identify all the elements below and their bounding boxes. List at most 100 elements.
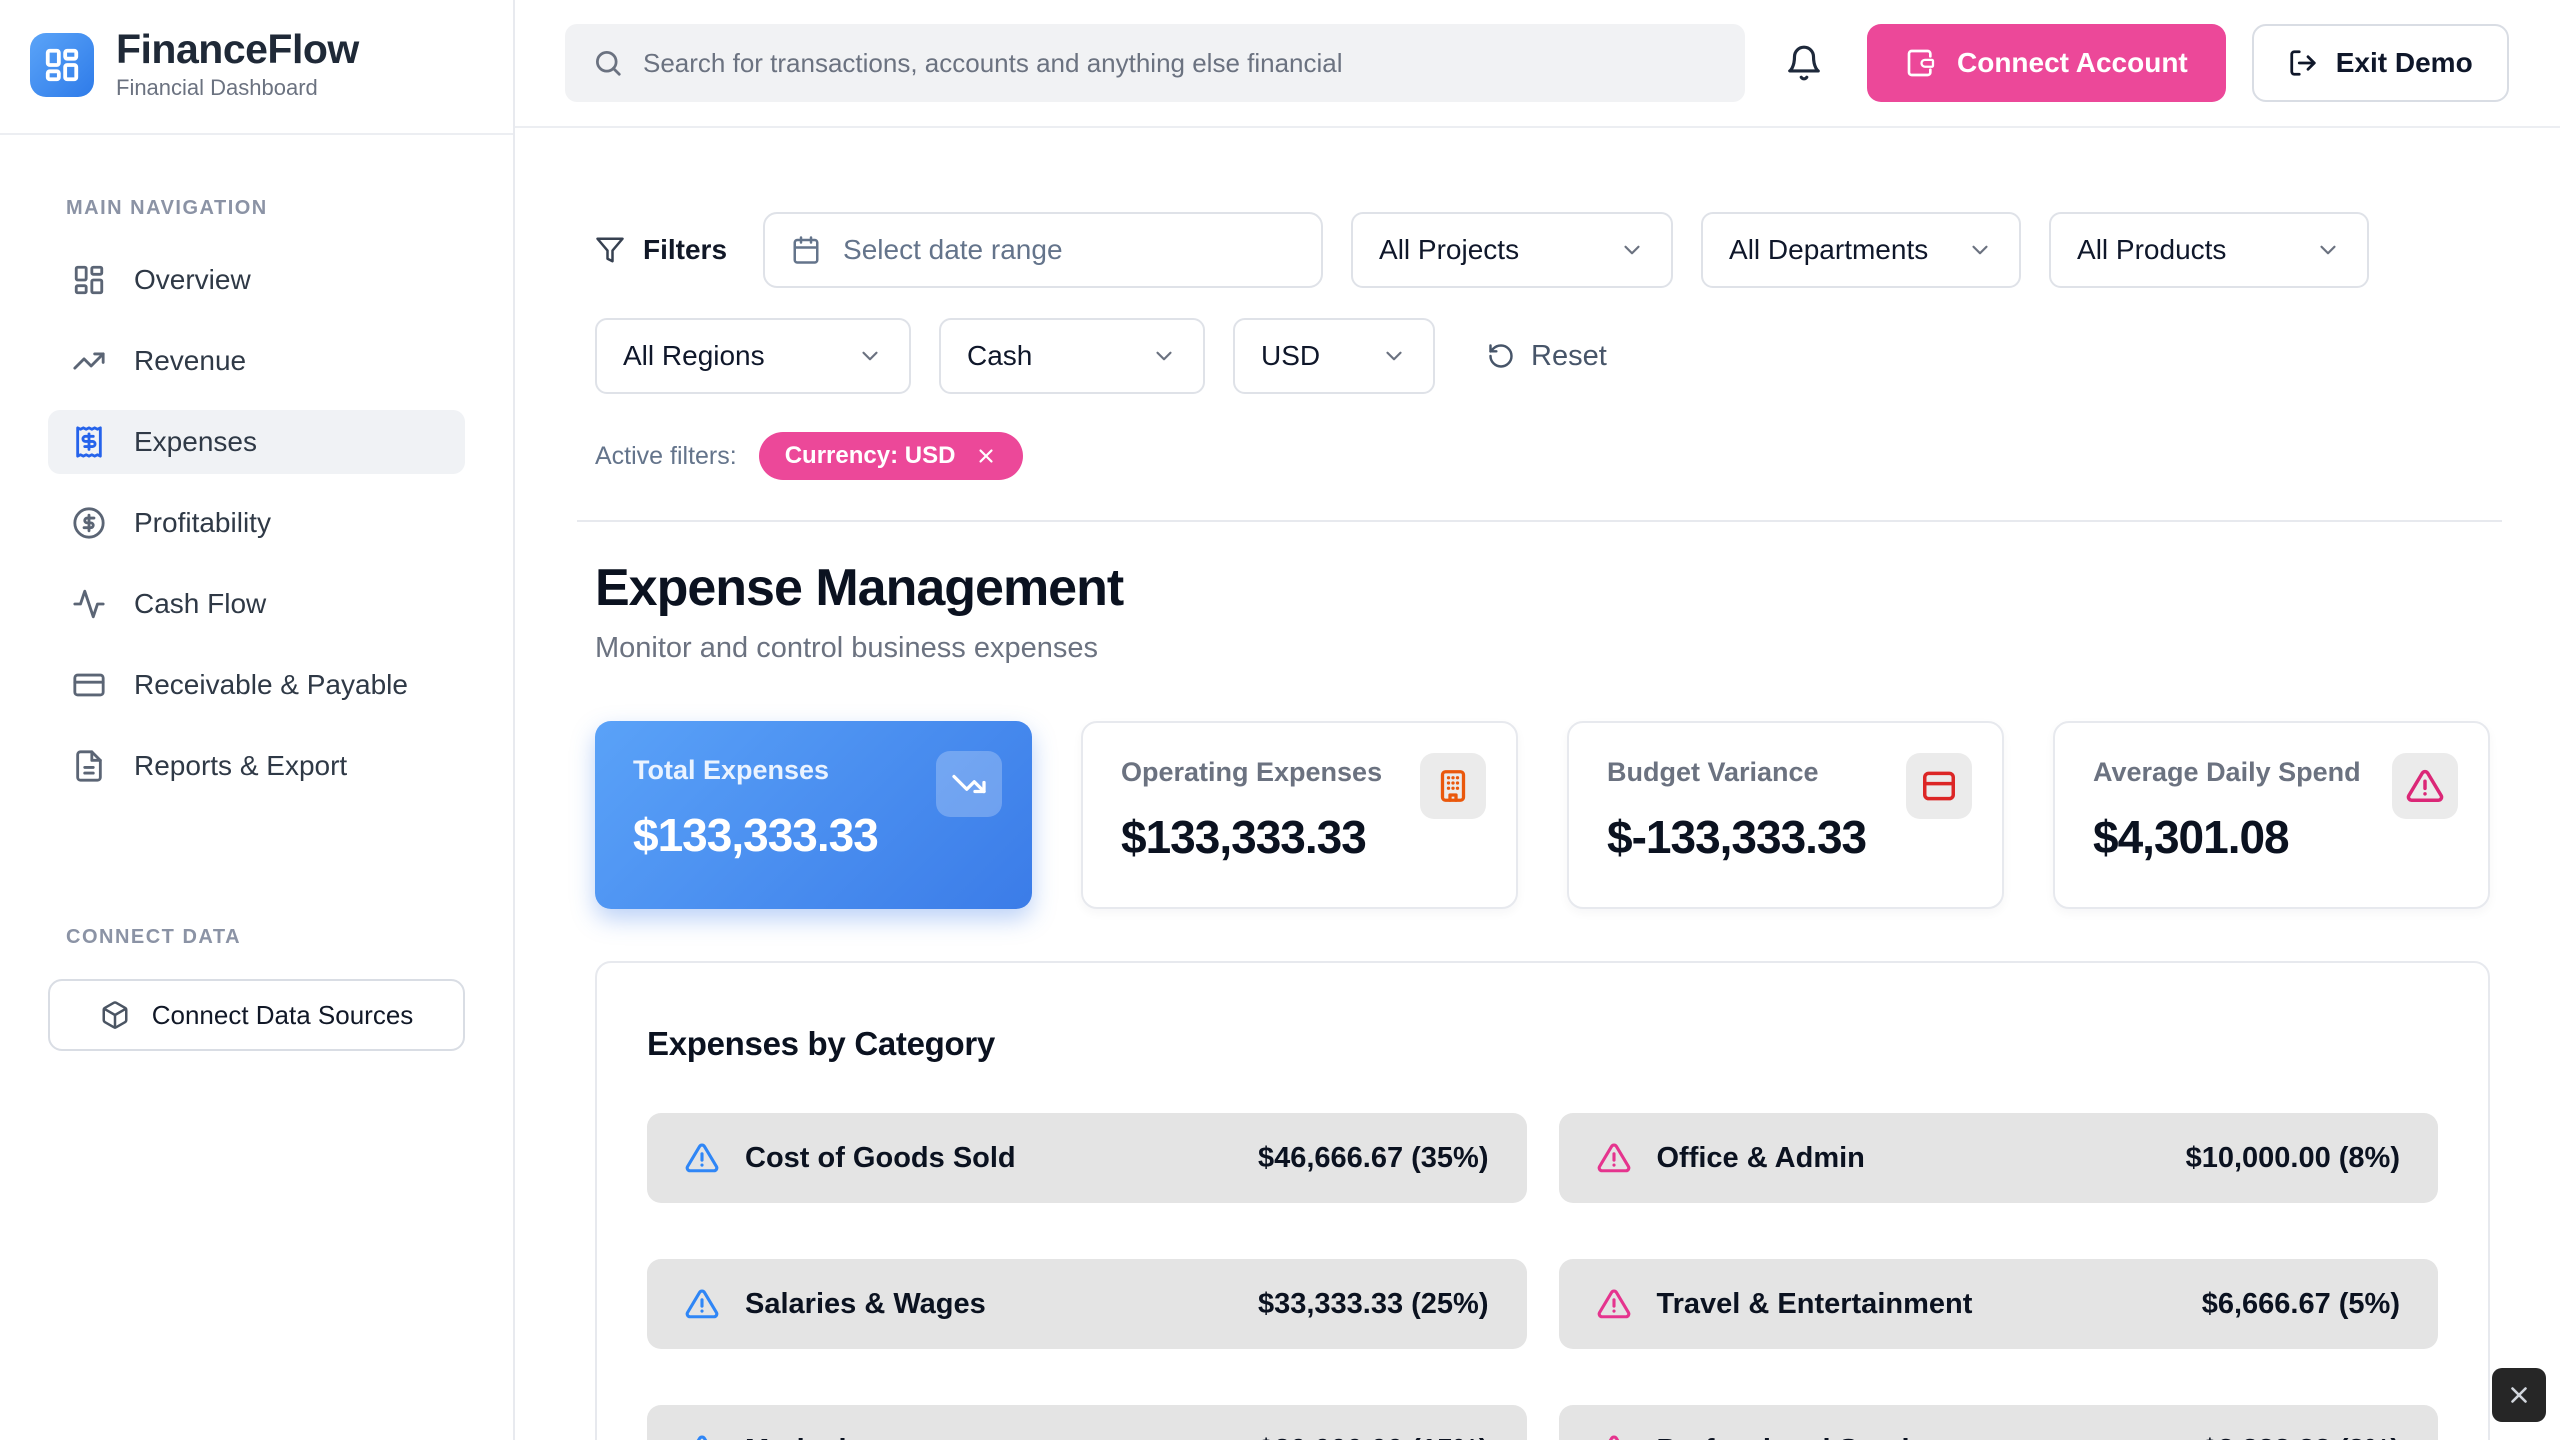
category-label: Professional Services (1657, 1434, 1958, 1440)
close-icon (2506, 1382, 2532, 1408)
projects-select[interactable]: All Projects (1351, 212, 1674, 288)
category-value: $10,000.00 (8%) (2185, 1141, 2400, 1174)
app-title: FinanceFlow (116, 26, 359, 72)
currency-filter-chip[interactable]: Currency: USD (758, 432, 1024, 480)
stat-card-average-daily-spend[interactable]: Average Daily Spend $4,301.08 (2053, 721, 2490, 909)
alert-triangle-icon (1597, 1141, 1631, 1175)
category-row-cost-of-goods-sold[interactable]: Cost of Goods Sold $46,666.67 (35%) (647, 1113, 1527, 1203)
active-filters-row: Active filters: Currency: USD (595, 432, 2490, 480)
brand-text: FinanceFlow Financial Dashboard (116, 26, 359, 101)
chevron-down-icon (1619, 237, 1645, 263)
reset-filters-button[interactable]: Reset (1487, 340, 1607, 373)
exit-demo-button[interactable]: Exit Demo (2251, 24, 2509, 102)
products-select[interactable]: All Products (2049, 212, 2370, 288)
trending-up-icon (72, 344, 106, 378)
category-row-salaries-wages[interactable]: Salaries & Wages $33,333.33 (25%) (647, 1259, 1527, 1349)
category-row-office-admin[interactable]: Office & Admin $10,000.00 (8%) (1558, 1113, 2438, 1203)
remove-filter-icon[interactable] (975, 445, 997, 467)
stat-cards: Total Expenses $133,333.33 Operating Exp… (595, 721, 2490, 909)
expenses-by-category-card: Expenses by Category Cost of Goods Sold … (595, 961, 2490, 1440)
sidebar-item-profitability[interactable]: Profitability (48, 491, 465, 555)
chevron-down-icon (1967, 237, 1993, 263)
regions-select[interactable]: All Regions (595, 318, 911, 394)
stat-card-operating-expenses[interactable]: Operating Expenses $133,333.33 (1081, 721, 1518, 909)
category-row-travel-entertainment[interactable]: Travel & Entertainment $6,666.67 (5%) (1558, 1259, 2438, 1349)
departments-select[interactable]: All Departments (1701, 212, 2022, 288)
stat-card-budget-variance[interactable]: Budget Variance $-133,333.33 (1567, 721, 2004, 909)
file-text-icon (72, 749, 106, 783)
alert-triangle-icon (685, 1141, 719, 1175)
close-overlay-button[interactable] (2492, 1368, 2546, 1422)
dashboard-grid-icon (72, 263, 106, 297)
chevron-down-icon (857, 343, 883, 369)
regions-select-value: All Regions (623, 340, 765, 371)
nav-section-label: MAIN NAVIGATION (66, 197, 268, 220)
chevron-down-icon (1381, 343, 1407, 369)
log-out-icon (2288, 48, 2318, 78)
filters-row-1: Filters Select date range All Projects (595, 212, 2490, 288)
search-input[interactable] (643, 47, 1717, 79)
connect-account-label: Connect Account (1957, 47, 2188, 78)
app-logo-icon (30, 32, 94, 97)
category-row-marketing[interactable]: Marketing $20,000.00 (15%) (647, 1405, 1527, 1440)
category-grid: Cost of Goods Sold $46,666.67 (35%) Offi… (647, 1113, 2438, 1440)
departments-select-value: All Departments (1729, 234, 1929, 265)
connect-data-sources-button[interactable]: Connect Data Sources (48, 979, 465, 1052)
currency-chip-label: Currency: USD (784, 442, 956, 469)
alert-triangle-icon (1597, 1433, 1631, 1440)
connect-data-sources-label: Connect Data Sources (151, 999, 414, 1030)
sidebar-item-cash-flow[interactable]: Cash Flow (48, 572, 465, 636)
app-tagline: Financial Dashboard (116, 75, 318, 101)
chevron-down-icon (1151, 343, 1177, 369)
category-label: Salaries & Wages (745, 1287, 986, 1320)
alert-triangle-icon (2392, 753, 2458, 819)
sidebar-item-reports-export[interactable]: Reports & Export (48, 734, 465, 798)
main-area: Connect Account Exit Demo Filters (515, 0, 2560, 1440)
stat-label: Average Daily Spend (2093, 757, 2361, 787)
brand: FinanceFlow Financial Dashboard (0, 0, 513, 136)
page-title: Expense Management (595, 559, 1124, 617)
search-box (565, 24, 1745, 102)
stat-card-total-expenses[interactable]: Total Expenses $133,333.33 (595, 721, 1032, 909)
receipt-icon (72, 425, 106, 459)
currency-select[interactable]: USD (1233, 318, 1435, 394)
category-row-professional-services[interactable]: Professional Services $3,333.33 (3%) (1558, 1405, 2438, 1440)
credit-card-icon (72, 668, 106, 702)
category-value: $20,000.00 (15%) (1258, 1434, 1489, 1440)
sidebar-item-label: Cash Flow (134, 588, 267, 620)
exit-demo-label: Exit Demo (2335, 47, 2473, 78)
sidebar: FinanceFlow Financial Dashboard MAIN NAV… (0, 0, 515, 1440)
category-value: $3,333.33 (3%) (2202, 1434, 2400, 1440)
projects-select-value: All Projects (1379, 234, 1520, 265)
sidebar-item-receivable-payable[interactable]: Receivable & Payable (48, 653, 465, 717)
category-label: Office & Admin (1656, 1141, 1865, 1174)
chevron-down-icon (2315, 237, 2341, 263)
alert-triangle-icon (685, 1433, 719, 1440)
credit-card-icon (1906, 753, 1972, 819)
building-icon (1420, 753, 1486, 819)
sidebar-item-revenue[interactable]: Revenue (48, 329, 465, 393)
sidebar-item-expenses[interactable]: Expenses (48, 410, 465, 475)
sidebar-item-overview[interactable]: Overview (48, 248, 465, 312)
stat-value: $4,301.08 (2093, 811, 2290, 863)
alert-triangle-icon (1597, 1287, 1631, 1321)
filters-panel: Filters Select date range All Projects (595, 212, 2490, 480)
activity-icon (72, 587, 106, 621)
date-range-input[interactable]: Select date range (763, 212, 1324, 288)
page-content: Filters Select date range All Projects (515, 128, 2560, 1440)
accounting-basis-value: Cash (967, 340, 1033, 371)
page-subtitle: Monitor and control business expenses (595, 632, 1098, 664)
notifications-bell-icon[interactable] (1777, 36, 1831, 90)
stat-value: $-133,333.33 (1607, 811, 1867, 863)
sidebar-item-label: Expenses (134, 426, 257, 458)
stat-value: $133,333.33 (633, 809, 879, 861)
accounting-basis-select[interactable]: Cash (939, 318, 1205, 394)
connect-account-button[interactable]: Connect Account (1867, 24, 2226, 102)
category-label: Travel & Entertainment (1656, 1287, 1973, 1320)
stat-label: Operating Expenses (1121, 757, 1383, 787)
cube-icon (100, 1000, 130, 1030)
rotate-ccw-icon (1487, 342, 1515, 370)
sidebar-item-label: Receivable & Payable (134, 669, 408, 701)
sidebar-item-label: Reports & Export (134, 750, 348, 782)
